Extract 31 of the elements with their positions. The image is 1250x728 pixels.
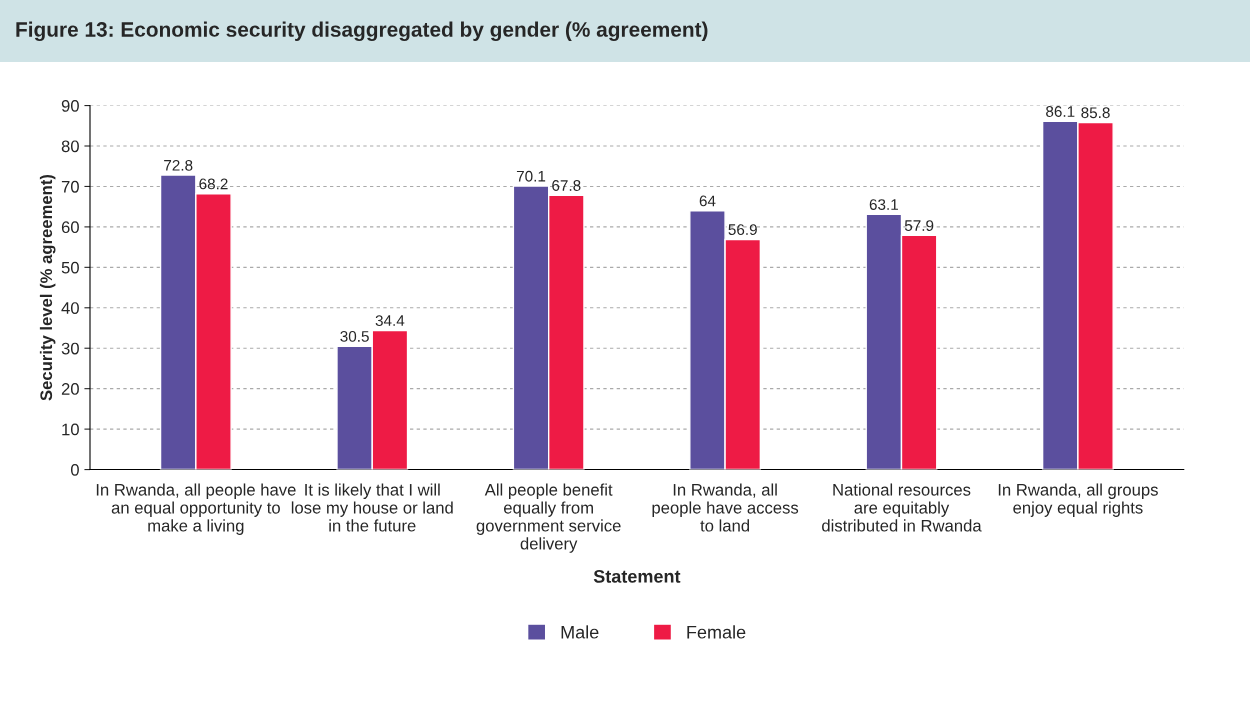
data-label: 72.8 xyxy=(164,159,193,171)
data-label: 68.2 xyxy=(199,178,228,190)
y-tick-label: 70 xyxy=(61,180,79,193)
data-label: 85.8 xyxy=(1081,107,1110,119)
data-label: 64 xyxy=(699,195,716,207)
y-axis-title: Security level (% agreement) xyxy=(39,174,56,401)
y-tick-label: 90 xyxy=(61,99,79,112)
legend-label: Female xyxy=(687,625,746,639)
y-tick-label: 30 xyxy=(61,342,79,355)
x-tick-label: In Rwanda, all people have access to land xyxy=(652,483,799,532)
x-tick-label: All people benefit equally from government service delivery xyxy=(476,483,621,553)
y-tick-label: 10 xyxy=(62,423,79,436)
data-label: 63.1 xyxy=(869,199,898,210)
y-tick-label: 40 xyxy=(61,302,79,314)
data-label: 86.1 xyxy=(1046,106,1075,117)
y-tick-label: 20 xyxy=(61,383,79,395)
y-tick-label: 50 xyxy=(61,261,79,274)
data-label: 34.4 xyxy=(375,315,405,327)
data-label: 56.9 xyxy=(728,224,757,236)
chart-title: Figure 13: Economic security disaggregated by gender (% agreement) xyxy=(16,21,708,42)
data-label: 30.5 xyxy=(340,330,369,342)
x-tick-label: National resources are equitably distributed in Rwanda xyxy=(822,483,982,532)
y-tick-label: 80 xyxy=(61,140,79,153)
legend-label: Male xyxy=(561,625,599,639)
data-label: 70.1 xyxy=(516,170,546,182)
data-label: 67.8 xyxy=(552,180,581,191)
data-label: 57.9 xyxy=(904,220,934,231)
x-tick-label: In Rwanda, all groups enjoy equal rights xyxy=(998,483,1158,517)
x-axis-title: Statement xyxy=(593,569,681,583)
y-tick-label: 0 xyxy=(70,463,79,476)
y-tick-label: 60 xyxy=(61,221,79,234)
